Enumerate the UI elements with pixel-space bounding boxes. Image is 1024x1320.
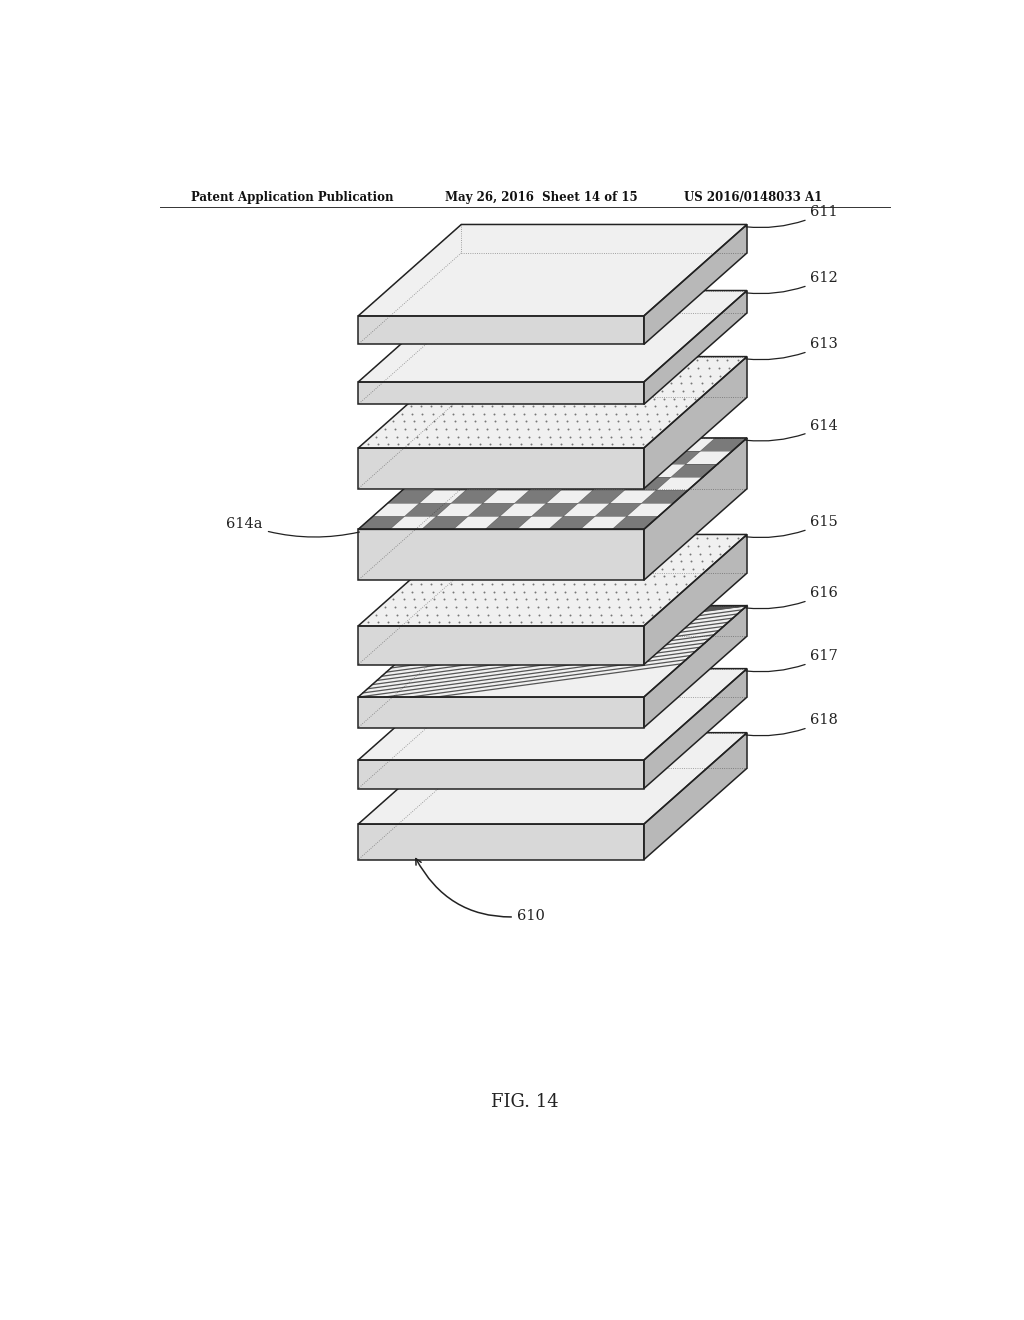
Polygon shape: [358, 381, 644, 404]
Polygon shape: [422, 516, 468, 529]
Text: 611: 611: [745, 206, 838, 227]
Polygon shape: [644, 535, 746, 664]
Polygon shape: [446, 438, 494, 451]
Polygon shape: [700, 438, 746, 451]
Polygon shape: [358, 315, 644, 345]
Polygon shape: [591, 451, 637, 465]
Text: 612: 612: [745, 272, 839, 293]
Polygon shape: [671, 465, 718, 477]
Polygon shape: [607, 465, 654, 477]
Polygon shape: [579, 490, 625, 503]
Polygon shape: [642, 490, 688, 503]
Polygon shape: [510, 438, 556, 451]
Polygon shape: [358, 606, 746, 697]
Polygon shape: [358, 626, 644, 664]
Polygon shape: [595, 503, 642, 516]
Polygon shape: [527, 451, 573, 465]
Text: 616: 616: [745, 586, 839, 609]
Polygon shape: [464, 451, 510, 465]
Text: 614a: 614a: [226, 517, 359, 537]
Polygon shape: [468, 503, 515, 516]
Text: 613: 613: [745, 338, 839, 359]
Polygon shape: [644, 606, 746, 727]
Text: US 2016/0148033 A1: US 2016/0148033 A1: [684, 190, 822, 203]
Text: May 26, 2016  Sheet 14 of 15: May 26, 2016 Sheet 14 of 15: [445, 190, 638, 203]
Polygon shape: [561, 477, 607, 490]
Polygon shape: [544, 465, 591, 477]
Polygon shape: [549, 516, 595, 529]
Polygon shape: [388, 490, 434, 503]
Text: 610: 610: [416, 858, 545, 923]
Polygon shape: [358, 438, 746, 529]
Polygon shape: [485, 516, 531, 529]
Polygon shape: [358, 447, 644, 488]
Polygon shape: [625, 477, 671, 490]
Text: Patent Application Publication: Patent Application Publication: [191, 190, 394, 203]
Polygon shape: [654, 451, 700, 465]
Polygon shape: [358, 290, 746, 381]
Polygon shape: [612, 516, 658, 529]
Polygon shape: [358, 529, 644, 581]
Polygon shape: [358, 516, 404, 529]
Polygon shape: [358, 535, 746, 626]
Polygon shape: [480, 465, 527, 477]
Polygon shape: [417, 465, 464, 477]
Polygon shape: [358, 669, 746, 760]
Text: FIG. 14: FIG. 14: [490, 1093, 559, 1110]
Polygon shape: [573, 438, 620, 451]
Text: 615: 615: [745, 515, 839, 537]
Polygon shape: [358, 224, 746, 315]
Polygon shape: [531, 503, 579, 516]
Polygon shape: [644, 290, 746, 404]
Polygon shape: [434, 477, 480, 490]
Text: 618: 618: [745, 714, 839, 735]
Polygon shape: [358, 824, 644, 859]
Polygon shape: [358, 733, 746, 824]
Polygon shape: [644, 224, 746, 345]
Polygon shape: [515, 490, 561, 503]
Polygon shape: [358, 760, 644, 788]
Polygon shape: [644, 669, 746, 788]
Polygon shape: [637, 438, 684, 451]
Polygon shape: [452, 490, 498, 503]
Text: 614: 614: [745, 418, 839, 441]
Polygon shape: [358, 697, 644, 727]
Text: 617: 617: [745, 649, 839, 672]
Polygon shape: [644, 733, 746, 859]
Polygon shape: [358, 356, 746, 447]
Polygon shape: [644, 438, 746, 581]
Polygon shape: [644, 356, 746, 488]
Polygon shape: [498, 477, 544, 490]
Polygon shape: [404, 503, 452, 516]
